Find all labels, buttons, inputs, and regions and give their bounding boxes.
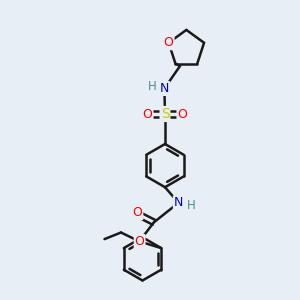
Text: S: S xyxy=(160,107,169,121)
Text: O: O xyxy=(178,107,187,121)
Text: O: O xyxy=(164,36,174,49)
Text: H: H xyxy=(187,199,196,212)
Text: H: H xyxy=(147,80,156,93)
Text: O: O xyxy=(143,107,152,121)
Text: N: N xyxy=(174,196,183,209)
Text: O: O xyxy=(135,235,145,248)
Text: O: O xyxy=(133,206,142,219)
Text: N: N xyxy=(160,82,169,95)
